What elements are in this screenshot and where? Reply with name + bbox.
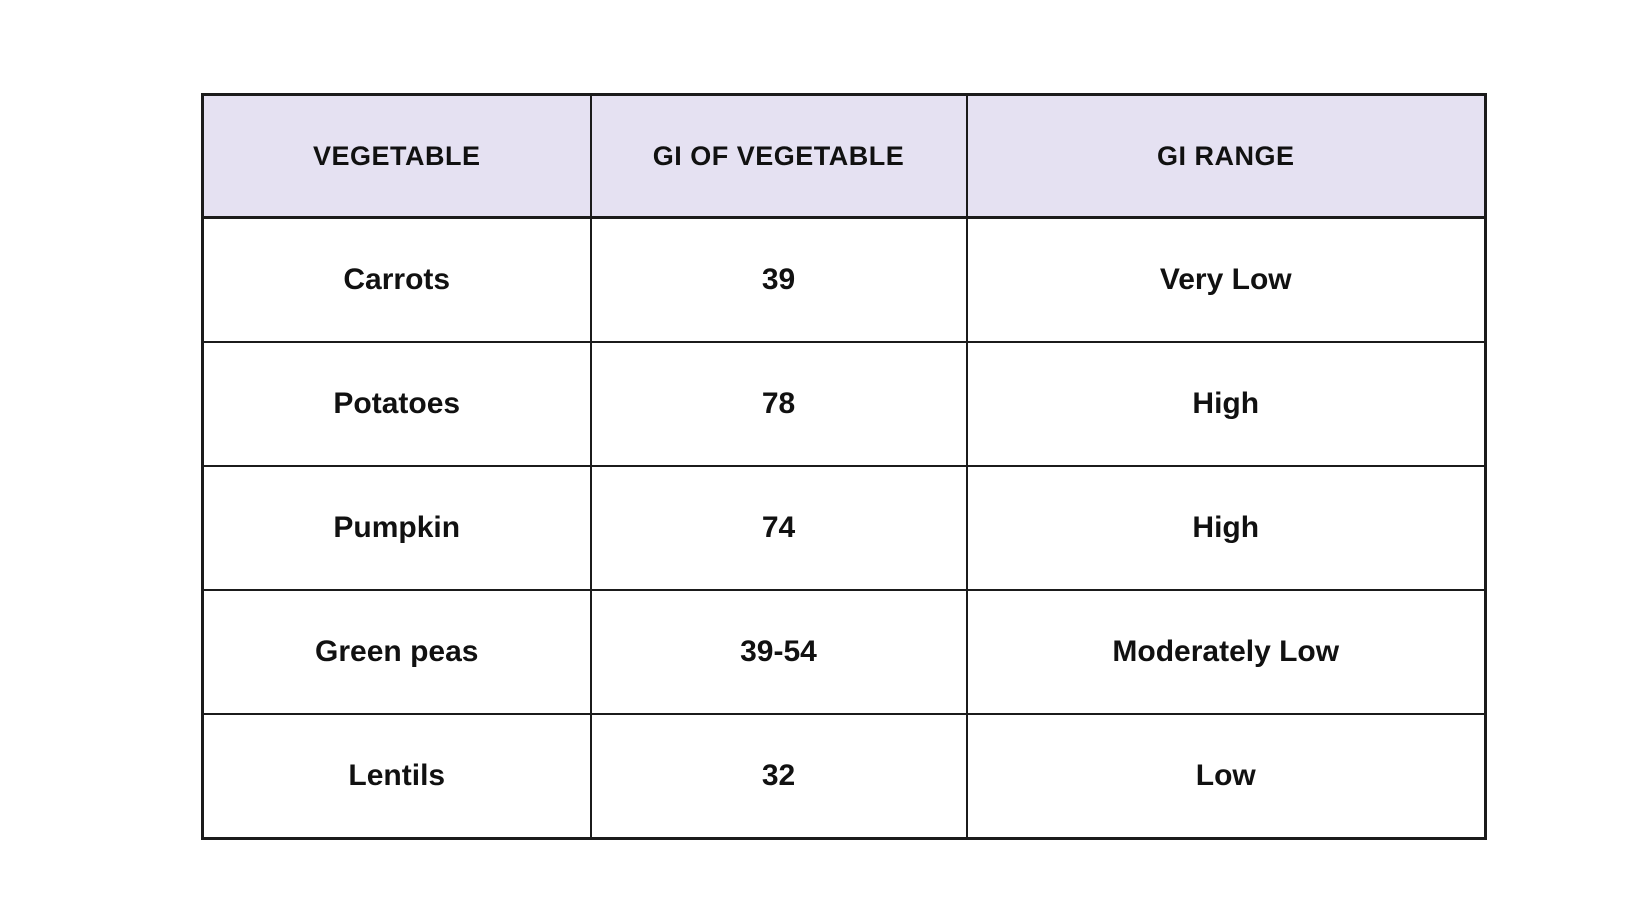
column-header-gi-of-vegetable: GI OF VEGETABLE	[589, 93, 968, 219]
cell-vegetable: Potatoes	[201, 341, 592, 467]
column-header-gi-range: GI RANGE	[965, 93, 1487, 219]
cell-gi-value: 39-54	[589, 589, 968, 715]
cell-vegetable: Carrots	[201, 216, 592, 343]
cell-gi-value: 74	[589, 465, 968, 591]
cell-vegetable: Lentils	[201, 713, 592, 840]
column-header-vegetable: VEGETABLE	[201, 93, 592, 219]
table-row: Lentils 32 Low	[201, 713, 1487, 840]
cell-gi-range: Moderately Low	[965, 589, 1487, 715]
cell-gi-range: High	[965, 465, 1487, 591]
gi-table: VEGETABLE GI OF VEGETABLE GI RANGE Carro…	[201, 93, 1487, 840]
cell-vegetable: Green peas	[201, 589, 592, 715]
cell-gi-range: High	[965, 341, 1487, 467]
cell-gi-value: 39	[589, 216, 968, 343]
gi-table-container: VEGETABLE GI OF VEGETABLE GI RANGE Carro…	[201, 93, 1487, 840]
cell-gi-value: 78	[589, 341, 968, 467]
cell-vegetable: Pumpkin	[201, 465, 592, 591]
table-row: Pumpkin 74 High	[201, 465, 1487, 591]
table-header-row: VEGETABLE GI OF VEGETABLE GI RANGE	[201, 93, 1487, 219]
table-row: Potatoes 78 High	[201, 341, 1487, 467]
cell-gi-value: 32	[589, 713, 968, 840]
table-row: Carrots 39 Very Low	[201, 216, 1487, 343]
cell-gi-range: Low	[965, 713, 1487, 840]
table-row: Green peas 39-54 Moderately Low	[201, 589, 1487, 715]
cell-gi-range: Very Low	[965, 216, 1487, 343]
